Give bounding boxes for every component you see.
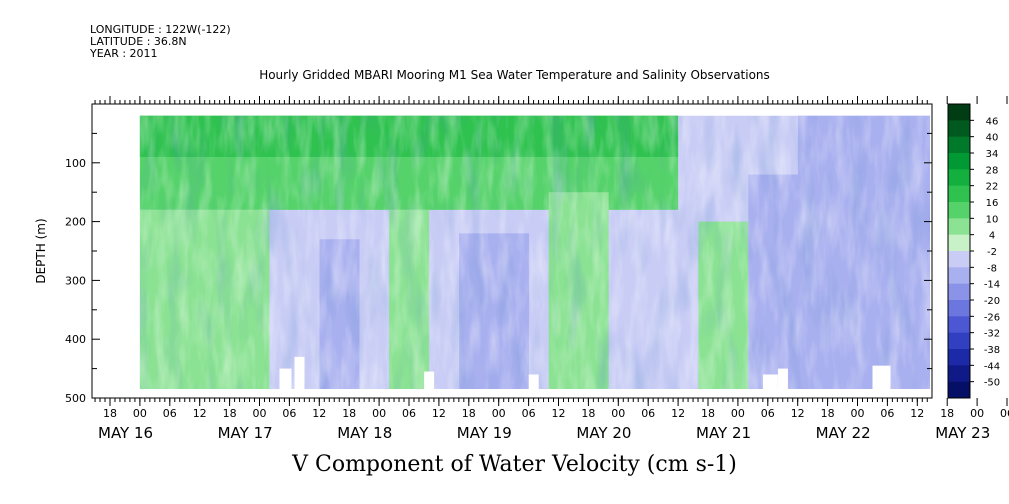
- colorbar-tick-label: -2: [987, 247, 997, 258]
- colorbar-tick-label: 22: [986, 182, 999, 193]
- x-day-label: MAY 20: [576, 424, 631, 442]
- colorbar-swatch: [948, 169, 970, 187]
- x-day-label: MAY 17: [218, 424, 273, 442]
- x-hour-tick-label: 12: [312, 407, 326, 420]
- missing-data-gap: [528, 374, 539, 389]
- missing-data-gap: [762, 374, 778, 389]
- colorbar-swatch: [948, 234, 970, 252]
- x-hour-tick-label: 12: [552, 407, 566, 420]
- colorbar-swatch: [948, 104, 970, 121]
- x-hour-tick-label: 00: [372, 407, 386, 420]
- x-hour-tick-label: 00: [731, 407, 745, 420]
- x-hour-tick-label: 06: [522, 407, 536, 420]
- x-hour-tick-label: 12: [193, 407, 207, 420]
- y-tick-label: 400: [65, 333, 86, 346]
- colorbar-swatch: [948, 332, 970, 350]
- x-day-label: MAY 21: [696, 424, 751, 442]
- colorbar-tick-label: -26: [984, 312, 1000, 323]
- x-hour-tick-label: 12: [791, 407, 805, 420]
- colorbar-tick-label: 10: [986, 214, 999, 225]
- colorbar-tick-label: -32: [984, 329, 1000, 340]
- chart-title: Hourly Gridded MBARI Mooring M1 Sea Wate…: [259, 68, 770, 82]
- colorbar-tick-label: -20: [984, 296, 1000, 307]
- missing-data-gap: [1002, 354, 1009, 391]
- x-hour-tick-label: 00: [970, 407, 984, 420]
- colorbar-swatch: [948, 300, 970, 317]
- colorbar-tick-label: -44: [984, 361, 1000, 372]
- x-hour-tick-label: 18: [462, 407, 476, 420]
- x-hour-tick-label: 00: [133, 407, 147, 420]
- x-hour-tick-label: 18: [701, 407, 715, 420]
- y-tick-label: 500: [65, 392, 86, 405]
- colorbar-tick-label: 46: [986, 116, 999, 127]
- colorbar-tick-label: -8: [987, 263, 997, 274]
- x-hour-tick-label: 12: [432, 407, 446, 420]
- x-hour-tick-label: 06: [402, 407, 416, 420]
- colorbar-swatch: [948, 185, 970, 203]
- x-hour-tick-label: 06: [1000, 407, 1009, 420]
- x-day-label: MAY 23: [935, 424, 990, 442]
- colorbar-swatch: [948, 349, 970, 366]
- y-tick-label: 100: [65, 157, 86, 170]
- y-axis-label: DEPTH (m): [34, 218, 48, 283]
- latitude-label: LATITUDE : 36.8N: [90, 35, 187, 48]
- y-tick-label: 200: [65, 216, 86, 229]
- missing-data-gap: [424, 371, 435, 389]
- colorbar-tick-label: -14: [984, 280, 1000, 291]
- year-label: YEAR : 2011: [90, 47, 158, 60]
- x-hour-tick-label: 06: [641, 407, 655, 420]
- x-hour-tick-label: 12: [671, 407, 685, 420]
- colorbar-tick-label: -38: [984, 345, 1000, 356]
- missing-data-gap: [294, 356, 305, 389]
- colorbar-tick-label: 4: [989, 231, 995, 242]
- longitude-label: LONGITUDE : 122W(-122): [90, 23, 231, 36]
- colorbar-tick-label: 28: [986, 165, 999, 176]
- x-day-label: MAY 19: [457, 424, 512, 442]
- colorbar-swatch: [948, 251, 970, 268]
- x-hour-tick-label: 00: [611, 407, 625, 420]
- x-hour-tick-label: 06: [880, 407, 894, 420]
- x-hour-tick-label: 18: [821, 407, 835, 420]
- x-hour-tick-label: 00: [492, 407, 506, 420]
- x-hour-tick-label: 18: [223, 407, 237, 420]
- field-texture-dark: [139, 115, 930, 389]
- colorbar-swatch: [948, 218, 970, 236]
- x-hour-tick-label: 12: [910, 407, 924, 420]
- y-tick-label: 300: [65, 274, 86, 287]
- missing-data-gap: [872, 365, 891, 389]
- colorbar-swatch: [948, 136, 970, 154]
- colorbar-tick-label: 40: [986, 133, 999, 144]
- x-hour-tick-label: 06: [163, 407, 177, 420]
- x-hour-tick-label: 00: [253, 407, 267, 420]
- heatmap-chart: 18 00 06 12 18 00 06 12 18 00 06 12 18 00 06 12 18 00 06 12…: [34, 96, 1009, 442]
- colorbar-swatch: [948, 316, 970, 334]
- colorbar-swatch: [948, 202, 970, 219]
- missing-data-gap: [777, 368, 788, 389]
- colorbar-title: V Component of Water Velocity (cm s-1): [292, 452, 737, 477]
- x-hour-tick-label: 18: [581, 407, 595, 420]
- x-day-label: MAY 16: [98, 424, 153, 442]
- colorbar-swatch: [948, 283, 970, 301]
- x-hour-tick-label: 18: [103, 407, 117, 420]
- colorbar-tick-label: 34: [986, 149, 999, 160]
- x-hour-tick-label: 06: [282, 407, 296, 420]
- missing-data-gap: [279, 368, 292, 389]
- colorbar-tick-label: 16: [986, 198, 999, 209]
- colorbar-swatch: [948, 153, 970, 170]
- colorbar-swatch: [948, 365, 970, 383]
- x-hour-tick-label: 18: [940, 407, 954, 420]
- header-info: LONGITUDE : 122W(-122) LATITUDE : 36.8N …: [90, 24, 231, 60]
- colorbar-swatch: [948, 381, 970, 399]
- colorbar-tick-label: -50: [984, 378, 1000, 389]
- x-hour-tick-label: 00: [851, 407, 865, 420]
- x-hour-tick-label: 18: [342, 407, 356, 420]
- colorbar-swatch: [948, 120, 970, 138]
- x-day-label: MAY 22: [816, 424, 871, 442]
- colorbar-swatch: [948, 267, 970, 285]
- x-hour-tick-label: 06: [761, 407, 775, 420]
- x-day-label: MAY 18: [337, 424, 392, 442]
